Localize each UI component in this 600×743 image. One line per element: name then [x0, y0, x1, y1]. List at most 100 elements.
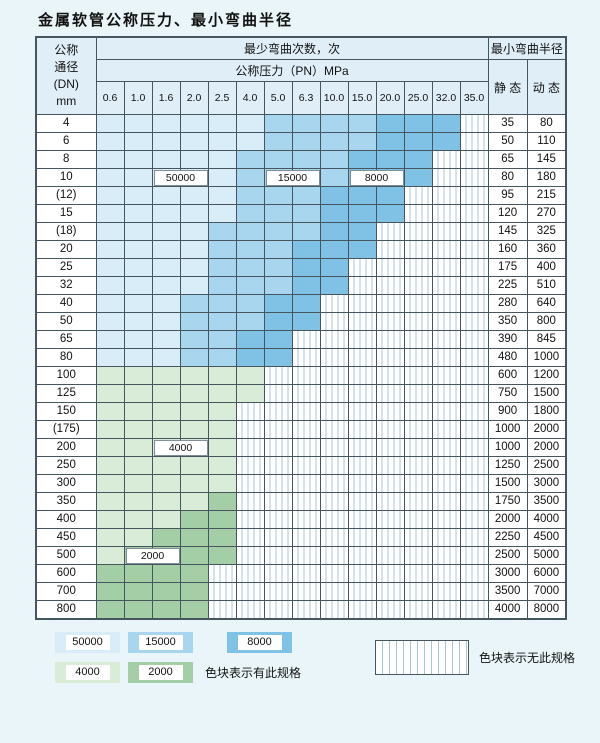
cycle-cell	[123, 582, 153, 601]
cycle-cell	[291, 186, 321, 205]
nospec-cell	[347, 366, 377, 385]
dynamic-value: 180	[526, 168, 567, 187]
cycle-cell	[179, 294, 209, 313]
table-row: 200 4000 1000 2000	[35, 438, 567, 457]
cycle-cell	[95, 132, 125, 151]
nospec-cell	[319, 564, 349, 583]
nospec-cell	[459, 438, 489, 457]
nospec-cell	[319, 474, 349, 493]
nospec-cell	[459, 150, 489, 169]
dn-cell: 65	[35, 330, 97, 349]
cycle-cell	[123, 312, 153, 331]
nospec-cell	[347, 402, 377, 421]
nospec-cell	[403, 456, 433, 475]
pressure-value-cell: 0.6	[95, 81, 125, 115]
static-value: 175	[487, 258, 528, 277]
nospec-cell	[347, 348, 377, 367]
nospec-cell	[459, 600, 489, 620]
table-row: 800 4000 8000	[35, 600, 567, 620]
dn-cell: 32	[35, 276, 97, 295]
nospec-cell	[319, 438, 349, 457]
dn-cell: 300	[35, 474, 97, 493]
cycle-cell	[207, 186, 237, 205]
cycle-cell	[123, 510, 153, 529]
static-value: 1000	[487, 420, 528, 439]
cycle-cell	[151, 330, 181, 349]
cycle-cell	[151, 384, 181, 403]
pressure-value-cell: 35.0	[459, 81, 489, 115]
legend-swatch-label: 50000	[65, 635, 110, 650]
dynamic-header: 动 态	[526, 59, 567, 115]
nospec-cell	[263, 528, 293, 547]
static-value: 1750	[487, 492, 528, 511]
cycle-cell	[319, 168, 349, 187]
cycle-cell	[179, 240, 209, 259]
cycle-cell	[207, 402, 237, 421]
table-row: 10 50000 15000 8000 80 180	[35, 168, 567, 187]
nospec-cell	[263, 546, 293, 565]
table-row: 500 2000 2500 5000	[35, 546, 567, 565]
cycle-cell	[179, 510, 209, 529]
zone-cycle-label: 8000	[349, 170, 404, 186]
nospec-cell	[431, 564, 461, 583]
nospec-cell	[319, 312, 349, 331]
cycle-cell	[319, 222, 349, 241]
cycle-cell	[179, 330, 209, 349]
dynamic-value: 270	[526, 204, 567, 223]
pressure-values-row: 0.6 1.0 1.6 2.0 2.5 4.0 5.0 6.3 10.0 15.0 20.0 25.0…	[36, 81, 566, 115]
table-row: 15 120 270	[35, 204, 567, 223]
nospec-cell	[263, 438, 293, 457]
cycle-cell	[347, 150, 377, 169]
cycle-cell	[235, 204, 265, 223]
nospec-cell	[403, 186, 433, 205]
cycle-cell	[431, 114, 461, 133]
static-value: 225	[487, 276, 528, 295]
dn-header-line: (DN)	[53, 77, 79, 91]
dynamic-value: 6000	[526, 564, 567, 583]
nospec-cell	[403, 258, 433, 277]
cycle-cell	[263, 258, 293, 277]
nospec-cell	[319, 528, 349, 547]
nospec-cell	[347, 510, 377, 529]
nospec-cell	[347, 330, 377, 349]
nospec-cell	[431, 276, 461, 295]
cycle-cell	[123, 240, 153, 259]
cycle-cell	[151, 312, 181, 331]
cycle-cell	[95, 600, 125, 620]
nospec-cell	[291, 600, 321, 620]
nospec-cell	[459, 276, 489, 295]
cycle-cell	[347, 114, 377, 133]
cycle-cell	[235, 330, 265, 349]
dn-cell: 800	[35, 600, 97, 620]
table-row: 25 175 400	[35, 258, 567, 277]
cycle-cell	[151, 600, 181, 620]
dynamic-value: 215	[526, 186, 567, 205]
static-value: 145	[487, 222, 528, 241]
cycle-cell	[179, 420, 209, 439]
dn-cell: 4	[35, 114, 97, 133]
legend-nospec: 色块表示无此规格	[374, 640, 575, 675]
nospec-cell	[235, 420, 265, 439]
table-row: 6 50 110	[35, 132, 567, 151]
nospec-cell	[235, 474, 265, 493]
cycle-cell	[123, 186, 153, 205]
dn-cell: (12)	[35, 186, 97, 205]
nospec-cell	[319, 402, 349, 421]
nospec-cell	[235, 510, 265, 529]
nospec-cell	[235, 528, 265, 547]
nospec-cell	[459, 330, 489, 349]
static-value: 2500	[487, 546, 528, 565]
table-row: 400 2000 4000	[35, 510, 567, 529]
cycle-cell	[179, 186, 209, 205]
cycle-cell	[235, 366, 265, 385]
cycle-cell	[179, 132, 209, 151]
cycle-cell	[375, 150, 405, 169]
dynamic-value: 2000	[526, 438, 567, 457]
dynamic-value: 4000	[526, 510, 567, 529]
cycle-cell: 2000	[123, 546, 180, 565]
cycle-cell	[347, 240, 377, 259]
cycle-cell	[179, 114, 209, 133]
static-value: 280	[487, 294, 528, 313]
nospec-cell	[431, 582, 461, 601]
nospec-cell	[207, 564, 237, 583]
